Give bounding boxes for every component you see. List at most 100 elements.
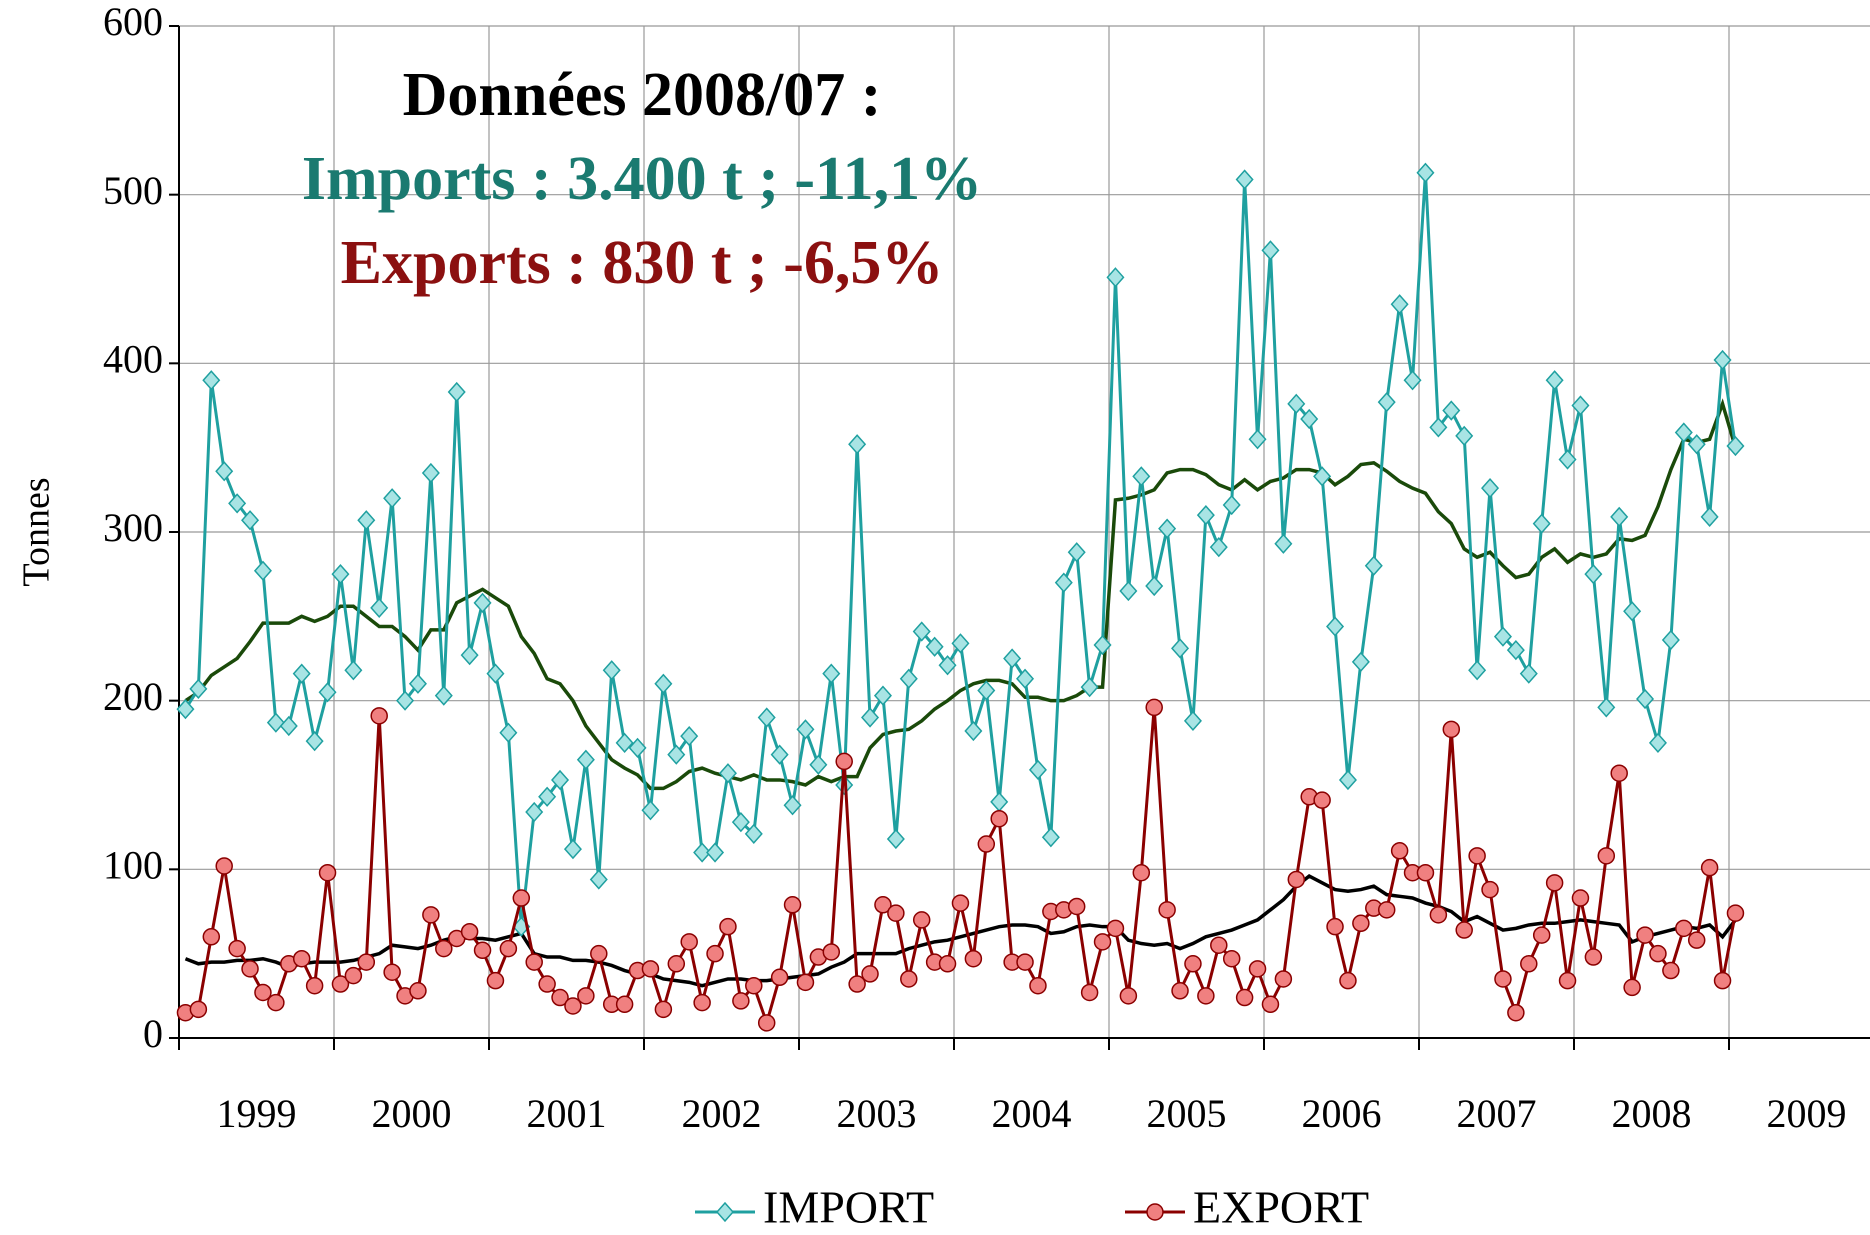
data-point <box>1649 944 1667 963</box>
data-point <box>1597 697 1616 718</box>
data-point <box>409 982 427 1000</box>
data-point <box>822 943 841 961</box>
data-point <box>590 944 608 963</box>
data-point <box>1067 897 1086 916</box>
data-point <box>228 939 246 958</box>
data-point <box>848 434 867 455</box>
data-point <box>783 896 802 914</box>
data-point <box>1442 720 1461 739</box>
data-point <box>1183 710 1202 732</box>
data-point <box>1158 518 1177 539</box>
data-point <box>525 801 544 823</box>
data-point <box>202 370 221 391</box>
data-point <box>1687 434 1706 455</box>
data-point <box>383 488 402 509</box>
data-point <box>1300 408 1319 430</box>
data-point <box>434 685 453 706</box>
data-point <box>318 682 337 703</box>
data-point <box>176 698 195 720</box>
data-point <box>331 975 350 993</box>
y-tick-label: 0 <box>143 1011 163 1056</box>
trend-line <box>184 398 1738 791</box>
x-tick-label: 2002 <box>682 1091 762 1136</box>
data-point <box>253 560 272 581</box>
data-point <box>576 749 595 770</box>
data-point <box>1171 982 1189 1000</box>
data-point <box>951 633 970 654</box>
data-point <box>292 949 311 968</box>
legend-label: IMPORT <box>763 1182 934 1233</box>
data-point <box>1507 1003 1525 1022</box>
data-point <box>654 673 673 694</box>
data-point <box>1093 933 1112 951</box>
data-point <box>1313 466 1332 487</box>
data-point <box>202 928 221 946</box>
data-point <box>757 707 776 728</box>
data-point <box>667 744 686 765</box>
data-point <box>796 973 815 992</box>
data-point <box>693 993 711 1012</box>
data-point <box>538 786 557 807</box>
y-tick-label: 600 <box>103 0 163 44</box>
data-point <box>1145 575 1164 597</box>
data-point <box>1636 926 1654 944</box>
data-point <box>344 660 363 681</box>
data-point <box>1132 466 1151 487</box>
data-point <box>1028 759 1047 780</box>
data-point <box>990 809 1008 828</box>
data-point <box>1274 970 1293 988</box>
data-point <box>563 838 582 860</box>
data-point <box>1623 601 1642 622</box>
data-point <box>279 715 298 737</box>
data-point <box>1494 970 1512 988</box>
y-tick-label: 500 <box>103 168 163 213</box>
data-point <box>1700 858 1719 877</box>
data-point <box>577 987 595 1005</box>
data-point <box>1429 906 1448 924</box>
data-point <box>744 823 763 845</box>
legend-marker <box>715 1201 735 1223</box>
data-point <box>1468 660 1487 681</box>
annotation: Exports : 830 t ; -6,5% <box>341 229 944 297</box>
x-tick-label: 2004 <box>992 1091 1072 1136</box>
data-point <box>1235 988 1254 1007</box>
data-point <box>1235 169 1254 190</box>
data-point <box>1455 425 1474 446</box>
data-point <box>1584 564 1603 585</box>
data-point <box>1209 537 1228 558</box>
data-point <box>1184 955 1202 973</box>
data-point <box>1610 764 1628 782</box>
data-point <box>977 680 996 701</box>
data-point <box>1390 294 1409 315</box>
x-tick-label: 2003 <box>837 1091 917 1136</box>
data-point <box>925 636 944 657</box>
annotation: Imports : 3.400 t ; -11,1% <box>302 145 982 213</box>
data-point <box>215 461 234 482</box>
data-point <box>1351 651 1370 673</box>
data-point <box>1222 949 1241 968</box>
data-point <box>1571 395 1590 416</box>
data-point <box>912 911 931 929</box>
data-point <box>1687 931 1706 949</box>
data-point <box>1248 960 1267 978</box>
data-point <box>1597 847 1616 865</box>
data-point <box>1661 629 1680 651</box>
x-tick-label: 2006 <box>1302 1091 1382 1136</box>
legend-marker <box>1146 1203 1164 1221</box>
data-point <box>1416 863 1435 882</box>
data-point <box>1674 422 1693 443</box>
data-point <box>1532 513 1551 534</box>
data-point <box>861 707 880 728</box>
data-point <box>525 953 543 971</box>
data-point <box>951 894 970 912</box>
data-point <box>977 835 996 853</box>
data-point <box>1377 901 1396 919</box>
data-point <box>241 960 259 978</box>
data-point <box>396 690 415 711</box>
data-point <box>861 965 879 983</box>
data-point <box>693 842 712 863</box>
data-point <box>680 725 699 747</box>
y-tick-label: 400 <box>103 337 163 382</box>
y-tick-label: 100 <box>103 843 163 888</box>
data-point <box>1093 634 1112 656</box>
